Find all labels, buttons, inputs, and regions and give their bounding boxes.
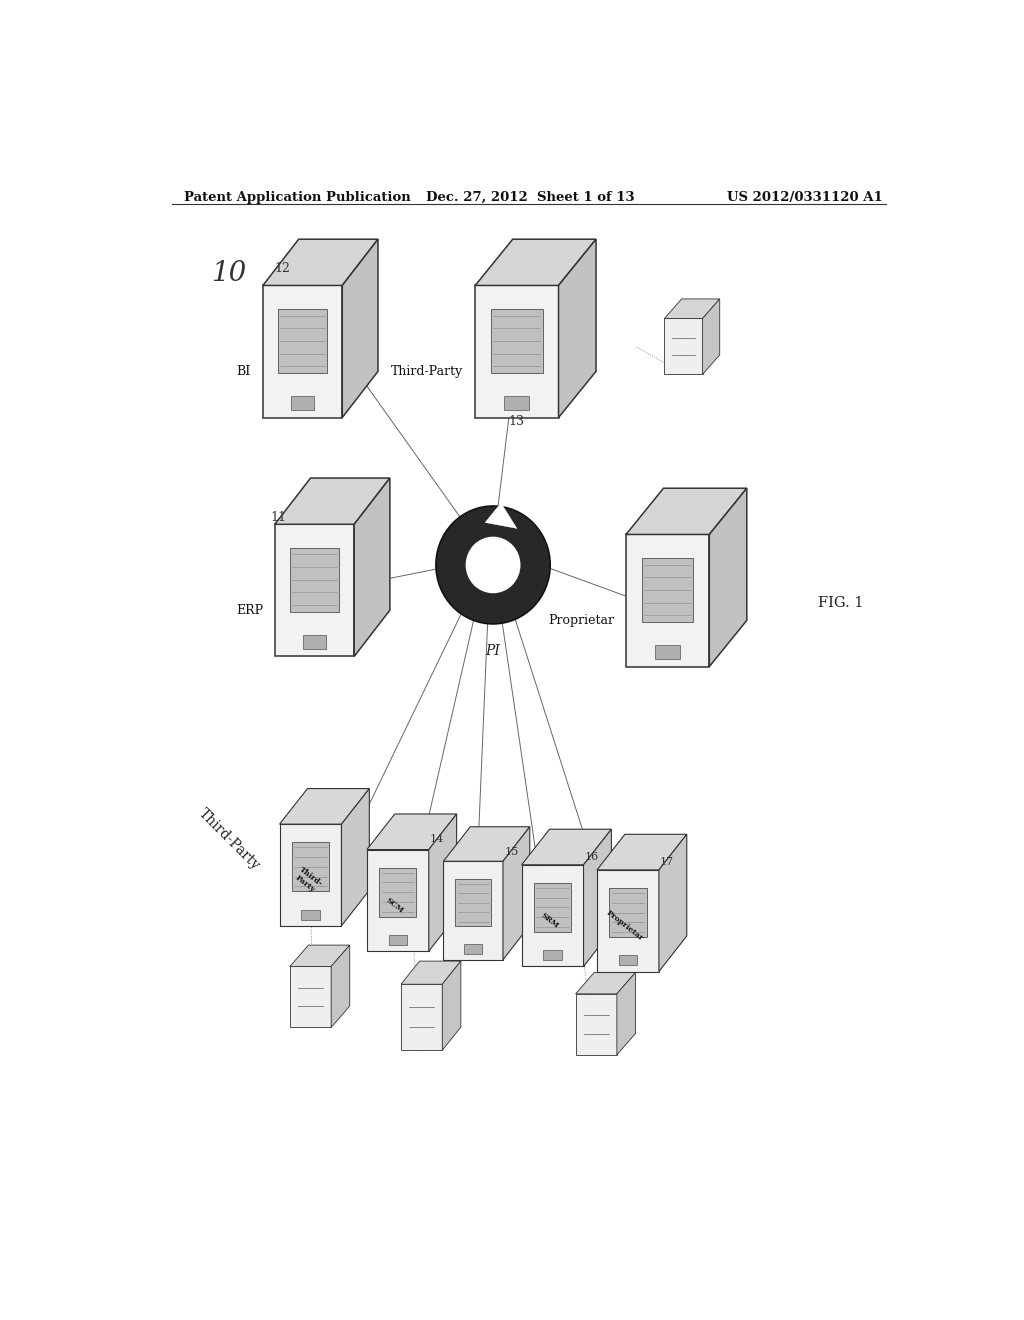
Bar: [492, 309, 543, 372]
Bar: [379, 867, 417, 916]
Text: Third-Party: Third-Party: [391, 364, 463, 378]
Polygon shape: [342, 239, 378, 417]
Bar: [303, 635, 327, 648]
Polygon shape: [475, 239, 596, 285]
Bar: [642, 558, 693, 622]
Polygon shape: [665, 318, 702, 375]
Bar: [618, 956, 637, 965]
Ellipse shape: [436, 506, 550, 624]
Polygon shape: [331, 945, 350, 1027]
Bar: [456, 879, 492, 927]
Text: 16: 16: [585, 851, 599, 862]
Polygon shape: [442, 961, 461, 1051]
Polygon shape: [274, 478, 390, 524]
Polygon shape: [626, 535, 710, 667]
Text: 12: 12: [274, 263, 291, 276]
Polygon shape: [558, 239, 596, 417]
Polygon shape: [290, 945, 350, 966]
Text: US 2012/0331120 A1: US 2012/0331120 A1: [727, 191, 883, 203]
Bar: [301, 909, 319, 920]
Polygon shape: [503, 826, 529, 960]
Text: Proprietar: Proprietar: [548, 614, 614, 627]
Polygon shape: [367, 814, 457, 850]
Text: SRM: SRM: [539, 911, 560, 931]
Text: PI: PI: [485, 644, 501, 659]
Bar: [544, 950, 562, 961]
Polygon shape: [274, 524, 354, 656]
Text: Patent Application Publication: Patent Application Publication: [183, 191, 411, 203]
Polygon shape: [443, 861, 503, 960]
Polygon shape: [710, 488, 746, 667]
Polygon shape: [290, 966, 331, 1027]
Text: 15: 15: [505, 846, 519, 857]
Text: 10: 10: [211, 260, 247, 286]
Polygon shape: [263, 239, 378, 285]
Text: Dec. 27, 2012  Sheet 1 of 13: Dec. 27, 2012 Sheet 1 of 13: [426, 191, 634, 203]
Polygon shape: [521, 829, 611, 865]
Polygon shape: [575, 994, 616, 1055]
Polygon shape: [401, 985, 442, 1051]
Text: BI: BI: [237, 364, 251, 378]
Text: 13: 13: [509, 414, 525, 428]
Polygon shape: [280, 824, 341, 925]
Polygon shape: [665, 298, 720, 318]
Text: 17: 17: [659, 857, 674, 867]
Text: Third-
Party: Third- Party: [292, 865, 324, 895]
Bar: [291, 396, 314, 409]
Polygon shape: [626, 488, 746, 535]
Polygon shape: [575, 973, 636, 994]
Polygon shape: [263, 285, 342, 417]
Bar: [464, 944, 482, 954]
Text: SCM: SCM: [384, 896, 406, 915]
Text: Third-Party: Third-Party: [196, 807, 262, 873]
Bar: [609, 888, 646, 937]
Text: Proprietar: Proprietar: [605, 908, 645, 942]
Polygon shape: [597, 834, 687, 870]
Polygon shape: [702, 298, 720, 375]
Text: 11: 11: [270, 511, 287, 524]
Polygon shape: [443, 826, 529, 861]
Bar: [292, 842, 329, 891]
Polygon shape: [401, 961, 461, 985]
Polygon shape: [584, 829, 611, 966]
Bar: [534, 883, 571, 932]
Polygon shape: [485, 503, 517, 528]
Polygon shape: [521, 865, 584, 966]
Text: 14: 14: [430, 834, 443, 845]
Polygon shape: [597, 870, 658, 972]
Polygon shape: [280, 788, 370, 824]
Polygon shape: [367, 850, 429, 952]
Text: ERP: ERP: [236, 603, 263, 616]
Bar: [290, 548, 339, 611]
Bar: [655, 645, 680, 659]
Polygon shape: [616, 973, 636, 1055]
Polygon shape: [341, 788, 370, 925]
Ellipse shape: [466, 537, 520, 593]
Bar: [278, 309, 328, 372]
Polygon shape: [658, 834, 687, 972]
Polygon shape: [429, 814, 457, 952]
Bar: [505, 396, 529, 409]
Polygon shape: [475, 285, 558, 417]
Text: FIG. 1: FIG. 1: [818, 595, 864, 610]
Bar: [388, 935, 408, 945]
Polygon shape: [354, 478, 390, 656]
